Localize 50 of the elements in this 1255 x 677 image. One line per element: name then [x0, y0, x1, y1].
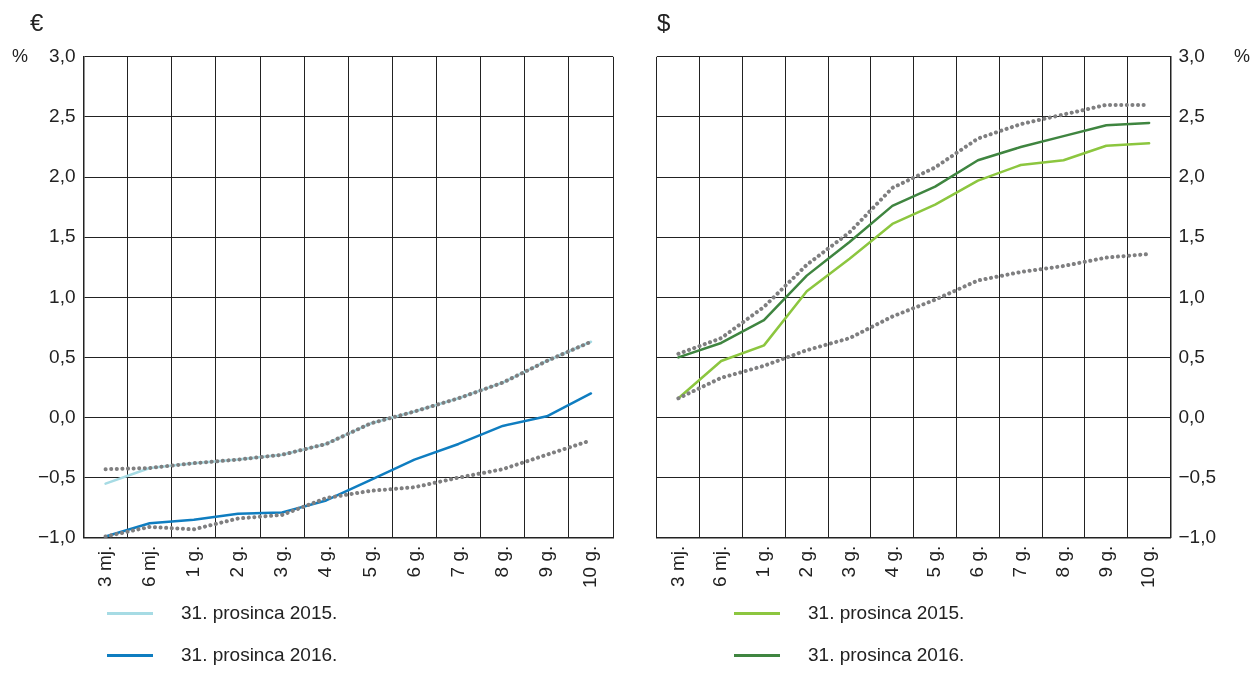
y-axis-title: %: [12, 45, 29, 66]
y2-tick-label: 3,0: [1178, 45, 1205, 67]
y2-axis-title: %: [1233, 45, 1250, 66]
x-tick-label: 2 g.: [795, 545, 816, 578]
x-tick-label: 10 g.: [579, 545, 601, 589]
y2-tick-label: 1,0: [1178, 285, 1205, 307]
x-tick-label: 10 g.: [1137, 545, 1159, 589]
x-tick-label: 8 g.: [1051, 545, 1073, 578]
chart-title: €: [30, 9, 44, 37]
legend-label: 31. prosinca 2015.: [181, 602, 338, 624]
y2-tick-label: −1,0: [1178, 525, 1217, 547]
x-tick-label: 6 mj.: [709, 545, 731, 587]
y-tick-label: 1,5: [49, 225, 76, 247]
legend-label: 31. prosinca 2016.: [181, 644, 338, 666]
y2-tick-label: 1,5: [1178, 225, 1205, 247]
x-tick-label: 5 g.: [358, 545, 380, 578]
y-tick-label: 0,5: [49, 345, 76, 367]
y2-tick-label: −0,5: [1178, 465, 1217, 487]
x-tick-label: 8 g.: [490, 545, 512, 578]
x-tick-label: 4 g.: [314, 545, 336, 578]
x-tick-label: 3 g.: [270, 545, 292, 578]
x-tick-label: 7 g.: [446, 545, 468, 578]
x-tick-label: 9 g.: [535, 545, 557, 578]
legend-label: 31. prosinca 2016.: [808, 644, 965, 666]
x-tick-label: 2 g.: [226, 545, 248, 578]
x-tick-label: 5 g.: [923, 545, 945, 578]
y-tick-label: 0,0: [49, 405, 76, 427]
x-tick-label: 1 g.: [182, 545, 204, 578]
x-tick-label: 3 mj.: [93, 545, 115, 587]
x-tick-label: 6 g.: [402, 545, 424, 578]
x-tick-label: 3 g.: [837, 545, 859, 578]
y-tick-label: 2,0: [49, 165, 76, 187]
x-tick-label: 9 g.: [1094, 545, 1116, 578]
y2-tick-label: 2,0: [1178, 165, 1205, 187]
y-tick-label: 3,0: [49, 45, 76, 67]
x-tick-label: 4 g.: [880, 545, 902, 578]
y2-tick-label: 2,5: [1178, 105, 1205, 127]
y2-tick-label: 0,0: [1178, 405, 1205, 427]
x-tick-label: 1 g.: [752, 545, 774, 578]
y-tick-label: 2,5: [49, 105, 76, 127]
x-tick-label: 7 g.: [1008, 545, 1030, 578]
y-tick-label: −0,5: [37, 465, 76, 487]
y-tick-label: 1,0: [49, 285, 76, 307]
x-tick-label: 6 g.: [966, 545, 988, 578]
legend-label: 31. prosinca 2015.: [808, 602, 965, 624]
chart-title: $: [657, 9, 671, 37]
y2-tick-label: 0,5: [1178, 345, 1205, 367]
x-tick-label: 6 mj.: [137, 545, 159, 587]
x-tick-label: 3 mj.: [666, 545, 688, 587]
y-tick-label: −1,0: [37, 525, 76, 547]
